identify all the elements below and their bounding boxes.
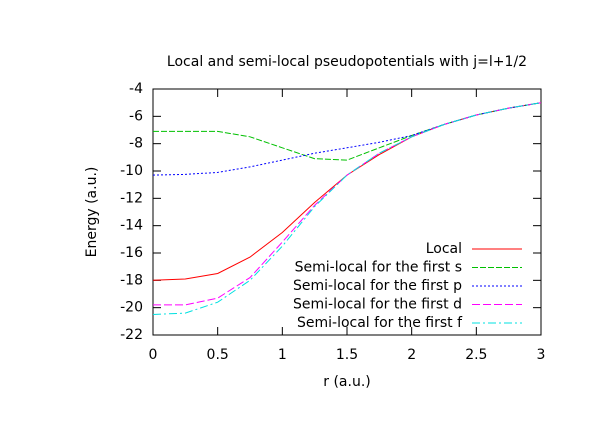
legend-label: Semi-local for the first d <box>293 297 462 313</box>
y-tick-label: -8 <box>129 136 143 152</box>
x-tick-label: 0.5 <box>207 347 229 363</box>
x-tick-label: 0 <box>149 347 158 363</box>
y-tick-label: -10 <box>120 163 143 179</box>
y-tick-label: -12 <box>120 190 143 206</box>
y-tick-label: -20 <box>120 300 143 316</box>
x-tick-label: 1 <box>278 347 287 363</box>
x-axis-label: r (a.u.) <box>323 374 370 390</box>
legend-label: Semi-local for the first s <box>295 260 462 276</box>
x-tick-label: 3 <box>537 347 546 363</box>
y-tick-label: -18 <box>120 272 143 288</box>
x-tick-label: 2.5 <box>465 347 487 363</box>
legend-label: Local <box>426 241 462 257</box>
series-line <box>152 102 542 315</box>
y-tick-label: -14 <box>120 218 143 234</box>
x-tick-label: 2 <box>407 347 416 363</box>
y-tick-label: -16 <box>120 245 143 261</box>
y-tick-label: -22 <box>120 327 143 343</box>
series-line <box>153 102 542 306</box>
chart-title: Local and semi-local pseudopotentials wi… <box>167 54 527 70</box>
legend-label: Semi-local for the first f <box>297 315 463 331</box>
series-line <box>153 102 542 161</box>
series-line <box>152 102 542 176</box>
y-tick-label: -4 <box>129 81 143 97</box>
y-axis-label: Energy (a.u.) <box>84 167 100 258</box>
legend-label: Semi-local for the first p <box>293 278 462 294</box>
x-tick-label: 1.5 <box>336 347 358 363</box>
y-tick-label: -6 <box>129 108 143 124</box>
